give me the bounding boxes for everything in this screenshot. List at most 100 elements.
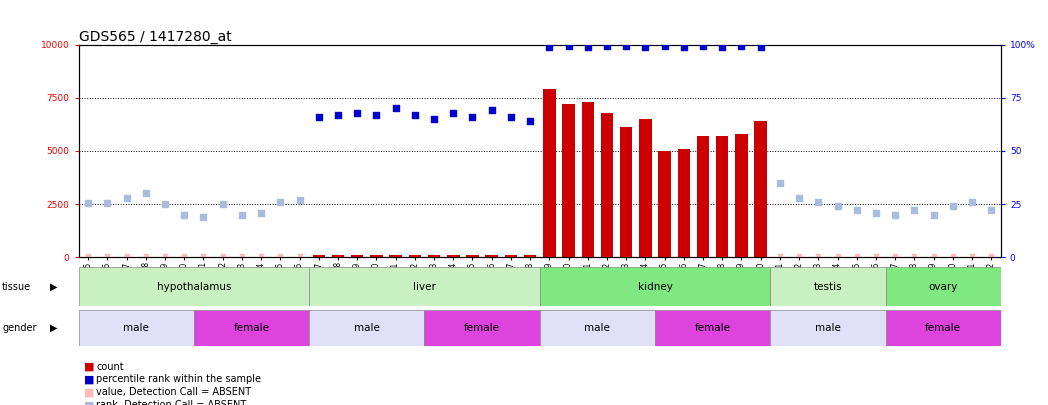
Bar [601,113,613,257]
Bar [755,121,767,257]
Point [675,43,692,50]
Point [444,109,461,116]
Point [944,253,961,259]
Text: kidney: kidney [637,281,673,292]
Point [925,211,942,218]
Text: liver: liver [413,281,436,292]
Bar [886,310,1001,346]
Bar [736,134,747,257]
Text: male: male [124,323,149,333]
Bar [194,310,309,346]
Text: male: male [815,323,840,333]
Text: female: female [464,323,500,333]
Point [771,253,788,259]
Bar [716,136,728,257]
Point [425,116,442,122]
Point [253,209,269,216]
Point [541,43,558,50]
Bar [409,256,421,257]
Point [271,253,288,259]
Point [580,43,596,50]
Bar [678,149,690,257]
Point [868,209,885,216]
Bar [332,256,344,257]
Bar [485,256,498,257]
Text: hypothalamus: hypothalamus [156,281,232,292]
Text: gender: gender [2,323,37,333]
Text: male: male [585,323,610,333]
Bar [524,256,537,257]
Point [944,203,961,209]
Bar [351,256,364,257]
Text: female: female [695,323,730,333]
Point [464,113,481,120]
Text: testis: testis [813,281,843,292]
Text: female: female [234,323,269,333]
Bar [639,119,652,257]
Point [733,43,749,49]
Point [137,253,154,259]
Point [214,201,231,207]
Bar [655,310,770,346]
Point [80,200,96,206]
Text: ■: ■ [84,401,94,405]
Bar [697,136,709,257]
Point [80,253,96,259]
Point [368,111,385,118]
Point [963,199,980,205]
Point [502,113,519,120]
Text: rank, Detection Call = ABSENT: rank, Detection Call = ABSENT [96,401,246,405]
Text: tissue: tissue [2,281,31,292]
Bar [563,104,574,257]
Bar [79,310,194,346]
Text: female: female [925,323,961,333]
Bar [370,256,383,257]
Point [310,113,327,120]
Point [156,201,173,207]
Text: ▶: ▶ [50,281,58,292]
Point [483,107,500,114]
Bar [540,267,770,306]
Bar [466,256,479,257]
Point [291,253,308,259]
Point [848,207,865,214]
Point [560,43,576,49]
Bar [428,256,440,257]
Point [214,253,231,259]
Point [771,179,788,186]
Point [598,43,615,49]
Point [637,43,654,50]
Point [905,253,922,259]
Bar [312,256,325,257]
Point [790,194,807,201]
Point [234,211,250,218]
Point [253,253,269,259]
Point [810,253,827,259]
Bar [424,310,540,346]
Text: count: count [96,362,124,371]
Point [387,105,403,111]
Bar [447,256,459,257]
Point [829,253,846,259]
Point [848,253,865,259]
Point [156,253,173,259]
Point [176,253,193,259]
Point [407,111,423,118]
Bar [390,256,401,257]
Bar [543,89,555,257]
Point [176,211,193,218]
Bar [886,267,1001,306]
Text: ▶: ▶ [50,323,58,333]
Point [349,109,366,116]
Point [905,207,922,214]
Bar [770,310,886,346]
Point [118,253,135,259]
Text: ovary: ovary [929,281,958,292]
Point [752,43,769,50]
Point [714,43,730,50]
Text: percentile rank within the sample: percentile rank within the sample [96,375,261,384]
Bar [540,310,655,346]
Point [790,253,807,259]
Point [234,253,250,259]
Point [195,213,212,220]
